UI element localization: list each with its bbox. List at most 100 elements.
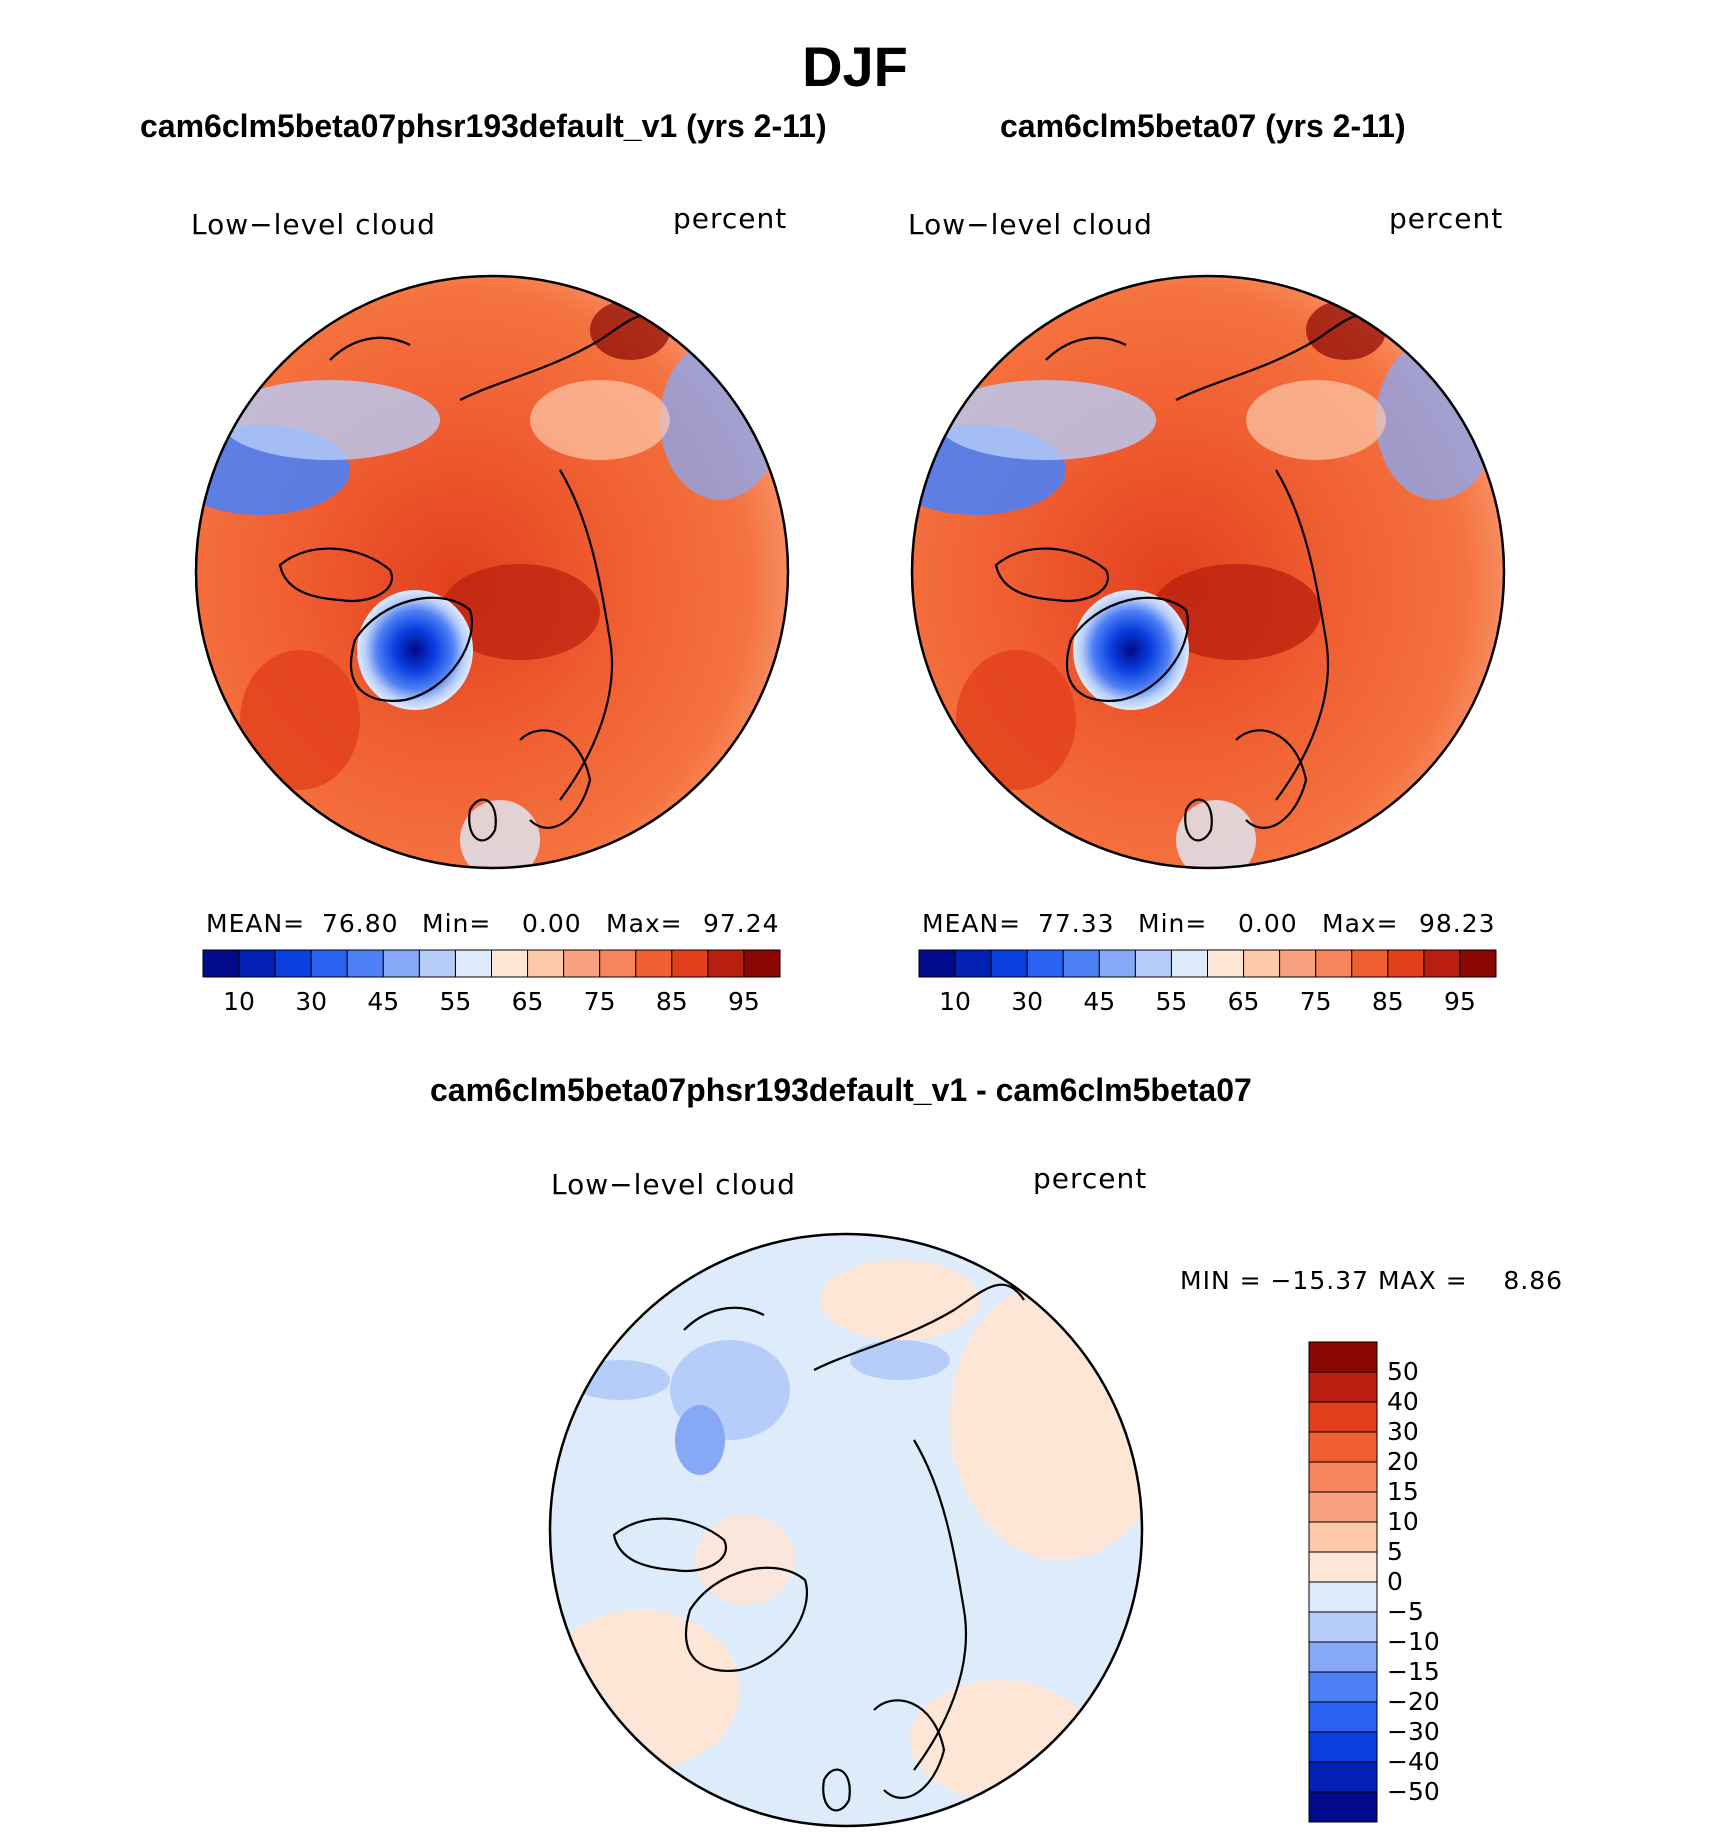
right-colorbar-tick-label: 10 [939, 987, 971, 1016]
diff-colorbar-tick-label: 20 [1387, 1447, 1419, 1476]
right-units-label: percent [1389, 202, 1504, 235]
diff-colorbar-tick-label: 40 [1387, 1387, 1419, 1416]
diff-colorbar-tick-label: 50 [1387, 1357, 1419, 1386]
right-colorbar-swatch [1243, 949, 1281, 978]
left-colorbar-swatch [274, 949, 312, 978]
diff-colorbar-tick-label: −10 [1387, 1627, 1440, 1656]
figure-title: DJF [802, 35, 908, 98]
diff-colorbar-swatch [1308, 1731, 1378, 1763]
diff-colorbar-swatch [1308, 1551, 1378, 1583]
diff-colorbar-swatch [1308, 1341, 1378, 1373]
diff-colorbar-swatch [1308, 1581, 1378, 1613]
diff-colorbar-tick-label: 30 [1387, 1417, 1419, 1446]
left-colorbar-tick-label: 10 [223, 987, 255, 1016]
right-colorbar-swatch [1170, 949, 1208, 978]
diff-colorbar-swatch [1308, 1431, 1378, 1463]
left-panel-title: cam6clm5beta07phsr193default_v1 (yrs 2-1… [140, 108, 827, 144]
left-min-label: Min= [422, 909, 492, 938]
diff-colorbar-tick-label: 5 [1387, 1537, 1403, 1566]
left-colorbar-swatch [635, 949, 673, 978]
left-colorbar-tick-label: 55 [439, 987, 472, 1016]
left-colorbar-swatch [202, 949, 240, 978]
right-colorbar-swatch [1315, 949, 1353, 978]
diff-colorbar-swatch [1308, 1611, 1378, 1643]
left-colorbar-swatch [238, 949, 276, 978]
diff-colorbar-swatch [1308, 1671, 1378, 1703]
left-colorbar-tick-label: 75 [583, 987, 616, 1016]
right-colorbar-swatch [1062, 949, 1100, 978]
diff-colorbar-tick-label: 0 [1387, 1567, 1403, 1596]
left-colorbar-tick-label: 95 [728, 987, 760, 1016]
left-colorbar-swatch [418, 949, 456, 978]
diff-map [550, 1234, 1142, 1826]
right-colorbar-swatch [990, 949, 1028, 978]
right-colorbar-tick-label: 55 [1155, 987, 1188, 1016]
diff-colorbar-swatch [1308, 1641, 1378, 1673]
diff-minmax-text: MIN = −15.37 MAX = 8.86 [1180, 1266, 1564, 1295]
diff-colorbar-tick-label: −30 [1387, 1717, 1440, 1746]
right-colorbar-tick-label: 45 [1083, 987, 1116, 1016]
left-min-value: 0.00 [522, 909, 582, 938]
right-colorbar-tick-label: 95 [1444, 987, 1476, 1016]
left-mean-value: 76.80 [322, 909, 399, 938]
diff-colorbar-tick-label: 15 [1387, 1477, 1419, 1506]
right-max-label: Max= [1322, 909, 1399, 938]
right-panel-title: cam6clm5beta07 (yrs 2-11) [1000, 108, 1406, 144]
diff-colorbar-tick-label: −40 [1387, 1747, 1440, 1776]
left-colorbar-tick-label: 85 [655, 987, 688, 1016]
left-colorbar-tick-label: 65 [511, 987, 544, 1016]
diff-colorbar-swatch [1308, 1491, 1378, 1523]
left-colorbar-swatch [743, 949, 781, 978]
right-colorbar-swatch [1098, 949, 1136, 978]
diff-variable-label: Low−level cloud [551, 1168, 796, 1201]
left-colorbar-swatch [491, 949, 529, 978]
diff-colorbar-swatch [1308, 1461, 1378, 1493]
diff-colorbar-tick-label: 10 [1387, 1507, 1419, 1536]
right-colorbar-swatch [1459, 949, 1497, 978]
left-colorbar-swatch [563, 949, 601, 978]
left-mean-label: MEAN= [206, 909, 306, 938]
left-colorbar-tick-label: 45 [367, 987, 400, 1016]
diff-colorbar-tick-label: −15 [1387, 1657, 1440, 1686]
right-colorbar-tick-label: 85 [1371, 987, 1404, 1016]
left-colorbar-swatch [671, 949, 709, 978]
left-colorbar-tick-label: 30 [295, 987, 328, 1016]
diff-colorbar-swatch [1308, 1701, 1378, 1733]
left-colorbar-swatch [454, 949, 492, 978]
right-max-value: 98.23 [1419, 909, 1496, 938]
diff-colorbar-swatch [1308, 1401, 1378, 1433]
diff-colorbar-swatch [1308, 1791, 1378, 1823]
right-colorbar-tick-label: 30 [1011, 987, 1044, 1016]
right-mean-label: MEAN= [922, 909, 1022, 938]
diff-colorbar-tick-label: −50 [1387, 1777, 1440, 1806]
diff-colorbar-swatch [1308, 1371, 1378, 1403]
diff-map-border [548, 1232, 1144, 1828]
right-variable-label: Low−level cloud [908, 208, 1153, 241]
right-colorbar-tick-label: 75 [1299, 987, 1332, 1016]
left-colorbar-swatch [707, 949, 745, 978]
right-colorbar-swatch [1279, 949, 1317, 978]
right-colorbar-swatch [1026, 949, 1064, 978]
right-colorbar-swatch [918, 949, 956, 978]
diff-panel-title: cam6clm5beta07phsr193default_v1 - cam6cl… [430, 1072, 1252, 1108]
left-colorbar-swatch [382, 949, 420, 978]
left-colorbar-swatch [346, 949, 384, 978]
right-min-value: 0.00 [1238, 909, 1298, 938]
left-map-border [194, 274, 790, 870]
right-colorbar-swatch [1387, 949, 1425, 978]
right-colorbar-tick-label: 65 [1227, 987, 1260, 1016]
left-colorbar-swatch [599, 949, 637, 978]
left-max-label: Max= [606, 909, 683, 938]
right-colorbar-swatch [1351, 949, 1389, 978]
right-colorbar-swatch [1134, 949, 1172, 978]
right-min-label: Min= [1138, 909, 1208, 938]
diff-coastlines [612, 1283, 1025, 1812]
diff-units-label: percent [1033, 1162, 1148, 1195]
right-colorbar-swatch [954, 949, 992, 978]
diff-colorbar-tick-label: −20 [1387, 1687, 1440, 1716]
left-max-value: 97.24 [703, 909, 780, 938]
left-colorbar-swatch [527, 949, 565, 978]
right-mean-value: 77.33 [1038, 909, 1115, 938]
right-colorbar-swatch [1423, 949, 1461, 978]
